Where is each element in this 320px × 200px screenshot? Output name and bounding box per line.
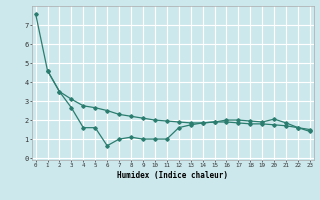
X-axis label: Humidex (Indice chaleur): Humidex (Indice chaleur) [117,171,228,180]
